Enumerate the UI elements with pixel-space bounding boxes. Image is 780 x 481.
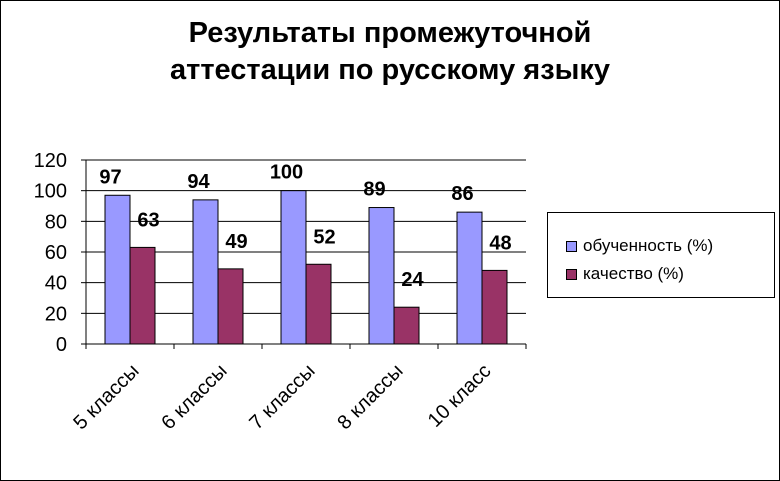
legend: обученность (%) качество (%) [547, 212, 775, 298]
bar-2-2 [217, 268, 244, 345]
data-label-2-3: 52 [313, 226, 335, 248]
x-tick-label-5: 10 класс [424, 360, 496, 432]
chart-title: Результаты промежуточной аттестации по р… [1, 15, 779, 89]
legend-swatch-series-2 [566, 268, 577, 280]
y-tick-label-4: 80 [45, 211, 67, 233]
data-label-1-2: 94 [187, 171, 210, 193]
y-tick-label-0: 0 [56, 334, 67, 356]
legend-label-series-1: обученность (%) [583, 236, 714, 255]
bar-1-3 [280, 190, 307, 345]
bar-1-5 [456, 211, 483, 345]
legend-item-series-2: качество (%) [566, 263, 684, 285]
bar-2-4 [393, 306, 420, 345]
x-tick-label-2: 6 классы [157, 360, 231, 434]
chart-title-line-2: аттестации по русскому языку [169, 54, 611, 86]
data-label-1-5: 86 [451, 183, 473, 205]
y-tick-label-3: 60 [45, 242, 67, 264]
legend-swatch-series-1 [566, 240, 577, 252]
bar-2-5 [481, 269, 508, 345]
data-label-1-1: 97 [99, 166, 121, 188]
x-tick-label-4: 8 классы [333, 360, 407, 434]
data-label-1-3: 100 [270, 162, 303, 184]
y-tick-label-2: 40 [45, 273, 67, 295]
data-label-2-4: 24 [401, 269, 424, 291]
y-tick-label-1: 20 [45, 303, 67, 325]
x-tick-label-3: 7 классы [245, 360, 319, 434]
data-label-1-4: 89 [363, 179, 385, 201]
data-label-2-2: 49 [225, 231, 247, 253]
bar-1-4 [368, 207, 395, 345]
bar-2-3 [305, 263, 332, 345]
chart-title-line-1: Результаты промежуточной [188, 17, 592, 49]
y-tick-label-5: 100 [34, 181, 67, 203]
x-tick-label-1: 5 классы [69, 360, 143, 434]
bar-2-1 [129, 246, 156, 345]
bar-1-1 [104, 194, 131, 345]
legend-item-series-1: обученность (%) [566, 235, 713, 257]
data-label-2-1: 63 [137, 209, 159, 231]
y-tick-label-6: 120 [34, 150, 67, 172]
data-label-2-5: 48 [489, 232, 511, 254]
legend-label-series-2: качество (%) [583, 264, 684, 283]
bar-1-2 [192, 199, 219, 345]
